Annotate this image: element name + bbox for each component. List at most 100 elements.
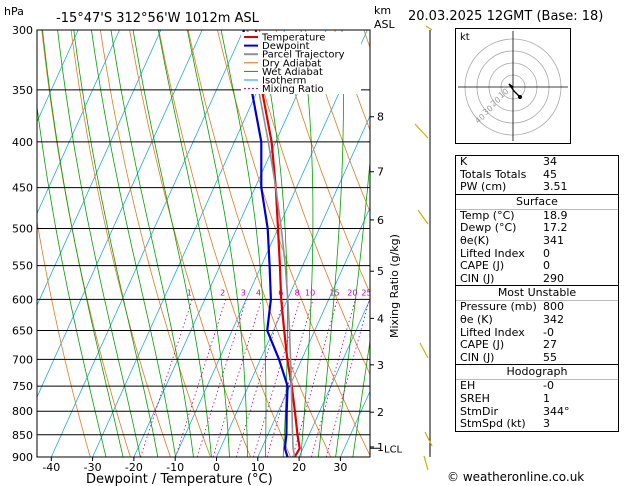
table-row: Lifted Index 0 <box>456 246 618 261</box>
wet-adiabat-line <box>352 338 370 457</box>
table-row: StmDir 344° <box>456 404 618 419</box>
row-label: SREH <box>460 391 490 405</box>
wind-barb <box>424 431 433 447</box>
row-value: 34 <box>543 155 557 168</box>
table-row: K 34 <box>456 155 618 169</box>
x-tick-label: -30 <box>84 461 102 474</box>
asl-unit-label: ASL <box>374 18 396 31</box>
legend-entry: Parcel Trajectory <box>262 50 345 61</box>
row-label: Lifted Index <box>460 325 525 339</box>
row-value: 0 <box>543 246 550 260</box>
hodograph-table-title: Hodograph <box>456 365 618 381</box>
isotherm-line <box>37 30 79 123</box>
surface-section: Surface Temp (°C) 18.9 Dewp (°C) 17.2 θe(K) 3… <box>456 193 618 286</box>
row-label: θe (K) <box>460 312 493 326</box>
copyright-footer: © weatheronline.co.uk <box>447 470 585 484</box>
row-value: 1 <box>543 391 550 405</box>
pressure-tick-label: 450 <box>12 182 33 195</box>
series-parcel-trajectory <box>246 30 296 457</box>
mixing-ratio-label: 15 <box>329 288 339 297</box>
mixing-ratio-label: 10 <box>305 288 315 297</box>
isotherm-line <box>37 30 162 307</box>
dry-adiabat-line <box>304 30 370 213</box>
row-label: CAPE (J) <box>460 259 505 273</box>
km-tick-label: 7 <box>377 166 384 179</box>
hodograph-panel: kt 10 20 30 40 <box>455 28 571 144</box>
km-unit-label: km <box>374 4 391 17</box>
row-label: CAPE (J) <box>460 338 505 352</box>
wet-adiabat-line <box>110 30 194 457</box>
km-tick-label: 5 <box>377 265 384 278</box>
isotherm-line <box>37 30 120 215</box>
table-row: SREH 1 <box>456 391 618 406</box>
table-row: CAPE (J) 0 <box>456 260 618 273</box>
wet-adiabat-line <box>157 30 230 457</box>
legend-box <box>241 32 361 94</box>
row-value: 344° <box>543 404 570 418</box>
row-label: CIN (J) <box>460 350 495 364</box>
mixing-ratio-line <box>196 299 247 457</box>
x-tick-label: 20 <box>292 461 306 474</box>
row-value: 800 <box>543 300 564 314</box>
x-tick-label: -40 <box>42 461 60 474</box>
table-row: Totals Totals 45 <box>456 167 618 182</box>
km-tick-label: 4 <box>377 312 384 325</box>
row-value: 27 <box>543 338 557 352</box>
table-row: Temp (°C) 18.9 <box>456 208 618 223</box>
plot-frame <box>36 29 371 458</box>
legend-entry: Dry Adiabat <box>262 58 321 69</box>
table-row: Dewp (°C) 17.2 <box>456 222 618 235</box>
table-row: EH -0 <box>456 380 618 393</box>
mixing-ratio-label: 4 <box>256 288 261 297</box>
pressure-tick-label: 500 <box>12 223 33 236</box>
legend-entry: Isotherm <box>262 76 306 87</box>
mixing-ratio-line <box>325 299 370 457</box>
isotherm-line <box>37 30 203 398</box>
row-label: StmDir <box>460 404 499 418</box>
row-label: StmSpd (kt) <box>460 417 526 431</box>
wind-barb <box>425 25 433 31</box>
mixing-ratio-label: 1 <box>187 288 192 297</box>
row-value: 3.51 <box>543 180 568 194</box>
legend-entry: Temperature <box>261 33 325 44</box>
table-row: CAPE (J) 27 <box>456 339 618 352</box>
row-label: Temp (°C) <box>460 208 515 222</box>
legend-entry: Dewpoint <box>262 41 310 52</box>
table-row: θe (K) 342 <box>456 312 618 327</box>
mixing-ratio-axis-title: Mixing Ratio (g/kg) <box>388 234 401 338</box>
km-tick-label: 8 <box>377 111 384 124</box>
wind-barbs <box>414 25 433 471</box>
row-value: 342 <box>543 312 564 326</box>
storm-motion-marker <box>518 95 522 99</box>
axes: 300350400450500550600650700750800850900-… <box>12 24 403 474</box>
row-label: Lifted Index <box>460 246 525 260</box>
dry-adiabat-line <box>246 30 370 376</box>
x-tick-label: 30 <box>333 461 347 474</box>
hodograph-trace <box>508 83 520 97</box>
table-row: Pressure (mb) 800 <box>456 301 618 314</box>
row-label: θe(K) <box>460 233 490 247</box>
x-tick-label: -20 <box>125 461 143 474</box>
series-dewpoint <box>242 30 289 457</box>
row-value: 290 <box>543 271 564 285</box>
x-tick-label: -10 <box>166 461 184 474</box>
pressure-tick-label: 600 <box>12 293 33 306</box>
x-axis-title: Dewpoint / Temperature (°C) <box>86 472 273 486</box>
date-title: 20.03.2025 12GMT (Base: 18) <box>408 9 603 24</box>
row-value: 0 <box>543 259 550 273</box>
km-tick-label: 3 <box>377 359 384 372</box>
legend-entry: Wet Adiabat <box>262 67 323 78</box>
table-row: PW (cm) 3.51 <box>456 181 618 194</box>
hodograph-unit-label: kt <box>460 32 470 43</box>
series-temperature <box>254 30 301 457</box>
pressure-tick-label: 700 <box>12 353 33 366</box>
row-value: -0 <box>543 325 554 339</box>
mixing-ratio-label: 20 <box>347 288 357 297</box>
row-label: Totals Totals <box>460 167 527 181</box>
table-row: CIN (J) 290 <box>456 271 618 286</box>
most-unstable-section: Most Unstable Pressure (mb) 800 θe (K) 342 L… <box>456 285 618 364</box>
row-label: Dewp (°C) <box>460 221 517 235</box>
